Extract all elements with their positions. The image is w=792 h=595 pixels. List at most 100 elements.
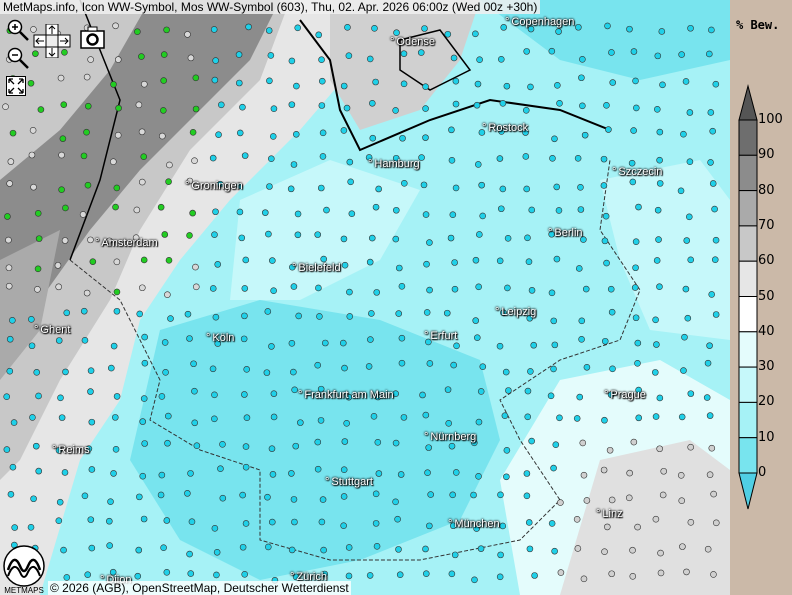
city-label: München (448, 518, 499, 530)
weather-symbol (88, 466, 96, 473)
weather-symbol (160, 107, 167, 114)
weather-symbol (626, 25, 633, 33)
weather-symbol (677, 187, 685, 195)
legend-swatch (738, 331, 758, 368)
weather-symbol (139, 418, 147, 425)
weather-symbol (476, 231, 483, 238)
weather-symbol (134, 572, 142, 580)
weather-symbol (37, 106, 45, 113)
weather-symbol (113, 258, 121, 266)
weather-symbol (395, 546, 402, 553)
weather-symbol (11, 524, 18, 531)
city-label: Erfurt (424, 330, 457, 342)
weather-symbol (58, 151, 65, 159)
weather-symbol (372, 520, 380, 527)
weather-symbol (187, 570, 195, 577)
weather-symbol (527, 368, 534, 375)
weather-symbol (601, 337, 609, 345)
weather-symbol (55, 517, 63, 525)
weather-symbol (35, 235, 43, 242)
weather-symbol (239, 543, 247, 551)
weather-symbol (316, 313, 323, 320)
weather-symbol (135, 101, 143, 109)
weather-symbol (551, 341, 559, 349)
weather-symbol (526, 545, 534, 553)
copyright-notice: © 2026 (AGB), OpenStreetMap, Deutscher W… (48, 581, 351, 595)
weather-symbol (653, 341, 660, 348)
weather-symbol (530, 341, 538, 349)
weather-symbol (523, 48, 530, 55)
weather-symbol (656, 156, 663, 164)
weather-symbol (372, 203, 380, 211)
weather-symbol (398, 359, 406, 367)
city-label: Zürich (290, 571, 327, 583)
weather-symbol (140, 395, 148, 402)
weather-symbol (577, 184, 584, 191)
weather-map[interactable]: MetMaps.info, Icon WW-Symbol, Mos WW-Sym… (0, 0, 730, 595)
weather-symbol (80, 307, 88, 315)
weather-symbol (656, 445, 663, 453)
weather-symbol (392, 498, 399, 506)
weather-symbol (557, 499, 564, 506)
weather-symbol (451, 285, 459, 293)
weather-symbol (162, 368, 169, 376)
weather-symbol (28, 316, 35, 323)
weather-symbol (479, 212, 486, 220)
weather-symbol (451, 259, 458, 266)
weather-symbol (630, 127, 637, 134)
weather-symbol (138, 178, 146, 186)
weather-symbol (291, 386, 298, 394)
weather-symbol (417, 49, 425, 56)
weather-symbol (139, 284, 146, 292)
weather-symbol (632, 77, 639, 85)
legend-swatch (738, 119, 758, 156)
weather-symbol (603, 259, 610, 267)
weather-symbol (268, 155, 275, 163)
weather-symbol (160, 544, 167, 552)
weather-symbol (4, 213, 11, 220)
weather-symbol (2, 103, 9, 110)
weather-symbol (209, 154, 217, 162)
weather-symbol (497, 205, 505, 213)
weather-symbol (58, 414, 66, 421)
weather-symbol (472, 30, 479, 38)
weather-symbol (186, 335, 193, 342)
weather-symbol (473, 334, 481, 341)
city-label: Prague (604, 389, 645, 401)
weather-symbol (138, 128, 146, 136)
weather-symbol (213, 548, 221, 556)
weather-symbol (394, 515, 401, 523)
weather-symbol (687, 519, 695, 526)
legend-under-triangle (738, 472, 758, 510)
weather-symbol (241, 285, 249, 292)
weather-symbol (322, 339, 329, 347)
weather-symbol (528, 287, 536, 294)
city-label: Szczecin (612, 166, 662, 178)
weather-symbol (474, 161, 482, 168)
weather-symbol (397, 471, 405, 478)
weather-symbol (606, 446, 614, 454)
weather-symbol (88, 418, 96, 426)
weather-symbol (347, 178, 354, 186)
weather-symbol (375, 185, 382, 193)
weather-symbol (141, 440, 148, 447)
weather-symbol (140, 153, 148, 160)
weather-symbol (264, 493, 271, 501)
weather-symbol (392, 206, 400, 214)
weather-symbol (581, 131, 589, 139)
weather-symbol (496, 257, 504, 265)
weather-symbol (163, 517, 171, 524)
weather-symbol (242, 256, 250, 264)
weather-symbol (635, 414, 643, 422)
weather-symbol (81, 492, 89, 500)
weather-symbol (33, 369, 41, 376)
weather-symbol (236, 208, 244, 216)
weather-symbol (60, 101, 68, 108)
weather-symbol (35, 392, 42, 400)
weather-symbol (186, 550, 193, 558)
legend-tick-label: 40 (758, 323, 775, 339)
weather-symbol (87, 236, 94, 244)
weather-symbol (136, 493, 143, 501)
weather-symbol (528, 437, 535, 445)
weather-symbol (452, 184, 460, 192)
